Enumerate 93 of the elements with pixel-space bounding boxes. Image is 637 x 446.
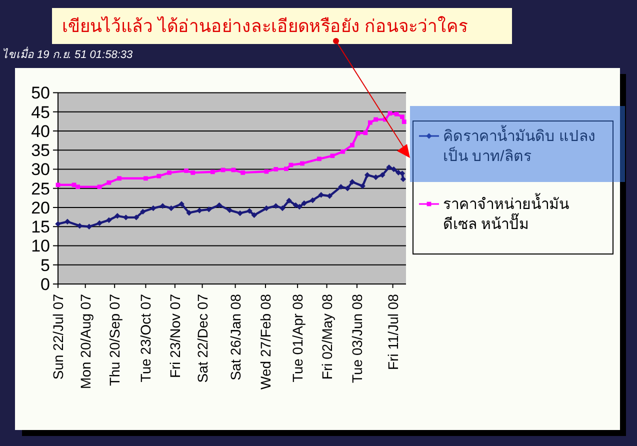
x-tick-label: Mon 20/Aug 07 (77, 294, 94, 389)
y-tick-label: 40 (31, 122, 50, 141)
point (296, 204, 302, 210)
x-tick-label: Tue 23/Oct 07 (138, 294, 154, 382)
point (64, 218, 70, 224)
y-tick-label: 0 (40, 274, 50, 294)
y-tick-label: 50 (31, 84, 50, 103)
y-tick-label: 35 (31, 141, 50, 160)
point (318, 192, 324, 198)
text: ไขเมื่อ 19 ก.ย. 51 01:58:33 (2, 46, 134, 61)
point (338, 184, 344, 190)
x-tick-label: Fri 02/May 08 (318, 294, 335, 380)
y-tick-label: 30 (31, 160, 50, 180)
point (300, 161, 304, 166)
point (184, 168, 188, 173)
point (231, 168, 236, 172)
point (140, 208, 146, 215)
point (284, 166, 288, 172)
point (56, 182, 60, 188)
legend-label: คิดราคาน้ำมันดิบ แปลง เป็น บาท/ลิตร (443, 125, 596, 165)
point (196, 208, 202, 214)
point (280, 205, 286, 212)
point (286, 198, 292, 204)
point (144, 176, 148, 181)
point (364, 172, 370, 178)
point (240, 170, 246, 175)
x-tick-label: Sat 26/Jan 08 (227, 294, 244, 380)
point (390, 166, 397, 172)
point (344, 185, 350, 192)
point (226, 207, 232, 214)
point (310, 197, 316, 204)
point (106, 217, 112, 223)
point (150, 205, 156, 212)
point (167, 170, 172, 175)
point (317, 156, 322, 162)
legend-label: ราคาจำหน่ายน้ำมัน ดีเซล หน้าปั๊ม (443, 193, 569, 233)
y-tick-label: 10 (31, 236, 50, 256)
y-tick-label: 45 (31, 102, 50, 122)
point (394, 112, 399, 116)
point (349, 178, 356, 185)
point (288, 162, 294, 168)
point (264, 205, 270, 212)
point (326, 193, 332, 199)
point (156, 174, 162, 178)
point (360, 183, 366, 189)
x-tick-label: Sat 22/Dec 07 (194, 294, 210, 383)
point (330, 154, 335, 158)
y-tick-label: 15 (31, 218, 50, 237)
y-tick-label: 20 (31, 198, 50, 218)
y-tick-label: 5 (40, 256, 50, 275)
x-tick-label: Tue 03/Jun 08 (348, 294, 365, 383)
point (301, 200, 308, 206)
point (292, 202, 299, 208)
point (372, 174, 379, 180)
point (186, 210, 192, 216)
point (106, 180, 112, 185)
x-tick-label: Tue 01/Apr 08 (290, 294, 306, 382)
point (350, 142, 354, 148)
point (380, 172, 386, 178)
x-tick-label: Thu 20/Sep 07 (106, 294, 123, 386)
point (274, 167, 278, 172)
point (168, 205, 174, 212)
point (388, 111, 392, 116)
point (216, 202, 222, 208)
point (76, 184, 80, 190)
text: เขียนไว้แล้ว ได้อ่านอย่างละเอียดหรือยัง ก่อนจะว่าใคร (62, 16, 468, 36)
point (264, 169, 269, 174)
point (246, 208, 252, 214)
y-tick-label: 25 (31, 179, 50, 198)
point (96, 220, 102, 226)
point (117, 176, 122, 181)
point (400, 114, 404, 120)
point (356, 131, 360, 136)
point (251, 212, 258, 218)
point (400, 176, 406, 182)
x-tick-label: Fri 11/Jul 08 (384, 294, 401, 370)
x-tick-label: Sun 22/Jul 07 (50, 294, 66, 380)
point (178, 201, 184, 207)
point (363, 130, 368, 136)
point (402, 120, 406, 124)
point (340, 149, 346, 154)
point (114, 213, 120, 219)
point (374, 117, 378, 122)
point (368, 120, 372, 125)
point (386, 164, 392, 170)
point (210, 170, 215, 174)
point (190, 170, 196, 175)
point (396, 170, 402, 176)
point (237, 210, 243, 216)
x-tick-label: Fri 23/Nov 07 (166, 294, 183, 378)
point (97, 184, 102, 190)
x-tick-label: Wed 27/Feb 08 (257, 294, 274, 390)
point (55, 221, 61, 227)
